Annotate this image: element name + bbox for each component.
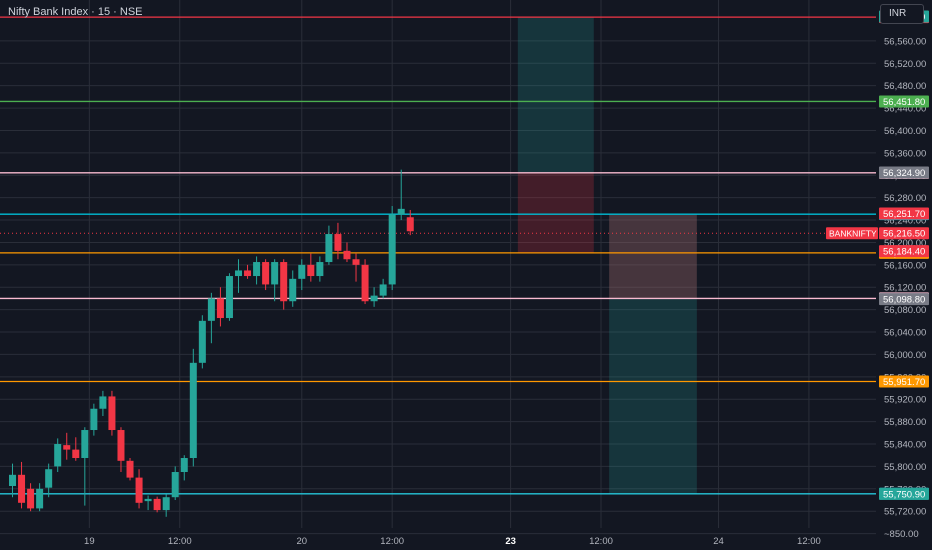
candle-body[interactable] [99, 396, 107, 409]
symbol-tag-bg [826, 227, 878, 240]
price-tag: 56,184.40 [883, 247, 925, 258]
x-axis-tick-label: 19 [84, 536, 95, 547]
candle-body[interactable] [36, 488, 44, 509]
candle-body[interactable] [325, 234, 333, 263]
candle-body[interactable] [352, 259, 360, 265]
price-tag: 55,750.90 [883, 489, 925, 500]
y-axis-tick-label: 56,080.00 [884, 305, 926, 316]
y-axis-tick-label: 55,880.00 [884, 417, 926, 428]
candle-body[interactable] [198, 320, 206, 363]
y-axis-tick-label: ~850.00 [884, 529, 919, 540]
x-axis-tick-label: 20 [296, 536, 307, 547]
candle-body[interactable] [144, 498, 152, 502]
level-price-tag: 56,451.80 [883, 97, 925, 108]
y-axis-tick-label: 56,360.00 [884, 148, 926, 159]
candle-body[interactable] [289, 278, 297, 302]
y-axis-tick-label: 56,240.00 [884, 216, 926, 227]
price-tag-bg [879, 227, 929, 240]
position-stop-zone[interactable] [517, 172, 594, 253]
candle-body[interactable] [90, 408, 98, 431]
candle-body[interactable] [108, 396, 116, 431]
candle-body[interactable] [135, 477, 143, 503]
candle-body[interactable] [406, 217, 414, 232]
price-tag: 56,324.90 [883, 168, 925, 179]
candle-body[interactable] [307, 264, 315, 277]
price-tag-bg [879, 245, 929, 258]
candle-body[interactable] [334, 234, 342, 251]
candle-body[interactable] [316, 262, 324, 277]
candle-body[interactable] [153, 498, 161, 511]
currency-selector[interactable]: INR [880, 4, 924, 24]
y-axis-tick-label: 56,520.00 [884, 59, 926, 70]
candle-body[interactable] [280, 262, 288, 302]
x-axis-tick-label: 12:00 [168, 536, 192, 547]
position-stop-zone[interactable] [609, 214, 697, 299]
candle-body[interactable] [343, 250, 351, 260]
candle-body[interactable] [388, 214, 396, 285]
candle-body[interactable] [253, 262, 261, 277]
candle-body[interactable] [54, 444, 62, 467]
y-axis-tick-label: 56,120.00 [884, 283, 926, 294]
price-tag-bg [879, 207, 929, 220]
symbol-tag: BANKNIFTY [829, 229, 877, 239]
price-tag: 56,251.70 [883, 209, 925, 220]
candle-body[interactable] [244, 270, 252, 277]
candle-body[interactable] [207, 298, 215, 321]
level-price-tag-bg [879, 375, 929, 388]
y-axis-tick-label: 55,920.00 [884, 395, 926, 406]
candle-body[interactable] [81, 430, 89, 459]
candle-body[interactable] [45, 469, 53, 488]
candle-body[interactable] [397, 208, 405, 215]
candle-body[interactable] [235, 270, 242, 277]
x-axis-tick-label: 12:00 [380, 536, 404, 547]
y-axis-tick-label: 56,400.00 [884, 126, 926, 137]
y-axis-tick-label: 56,000.00 [884, 350, 926, 361]
position-target-zone[interactable] [517, 16, 594, 173]
level-price-tag: 55,951.70 [883, 377, 925, 388]
candle-body[interactable] [216, 298, 224, 319]
y-axis-tick-label: 56,560.00 [884, 36, 926, 47]
y-axis-tick-label: 56,440.00 [884, 104, 926, 115]
x-axis-tick-label: 24 [713, 536, 724, 547]
candle-body[interactable] [126, 460, 134, 478]
candle-body[interactable] [18, 474, 26, 503]
y-axis-tick-label: 55,840.00 [884, 440, 926, 451]
price-tag-bg [879, 166, 929, 179]
candle-body[interactable] [379, 284, 387, 296]
candle-body[interactable] [27, 488, 35, 509]
candle-body[interactable] [171, 472, 179, 498]
y-axis-tick-label: 56,160.00 [884, 260, 926, 271]
level-price-tag-bg [879, 95, 929, 108]
y-axis-tick-label: 56,480.00 [884, 81, 926, 92]
y-axis-tick-label: 55,800.00 [884, 462, 926, 473]
y-axis-tick-label: 56,200.00 [884, 238, 926, 249]
candle-body[interactable] [298, 264, 306, 279]
candle-body[interactable] [9, 474, 16, 487]
position-target-zone[interactable] [609, 214, 697, 494]
price-tag-bg [879, 293, 929, 306]
candle-body[interactable] [361, 264, 369, 302]
candle-body[interactable] [189, 362, 197, 459]
y-axis-tick-label: 55,720.00 [884, 507, 926, 518]
candle-body[interactable] [162, 497, 170, 511]
candle-body[interactable] [370, 295, 378, 302]
y-axis-tick-label: 56,040.00 [884, 328, 926, 339]
x-axis-tick-label: 12:00 [589, 536, 613, 547]
candle-body[interactable] [72, 449, 80, 459]
candle-body[interactable] [63, 445, 71, 450]
price-tag: 56,098.80 [883, 295, 925, 306]
y-axis-tick-label: 56,280.00 [884, 193, 926, 204]
candle-body[interactable] [262, 262, 270, 285]
candle-body[interactable] [271, 262, 279, 285]
candle-body[interactable] [117, 430, 125, 461]
x-axis-tick-label: 23 [505, 536, 516, 547]
candle-body[interactable] [180, 458, 188, 473]
price-tag: 56,216.50 [883, 229, 925, 240]
chart-title: Nifty Bank Index · 15 · NSE [8, 6, 143, 18]
candle-body[interactable] [225, 276, 233, 319]
x-axis-tick-label: 12:00 [797, 536, 821, 547]
price-tag-bg [879, 487, 929, 500]
